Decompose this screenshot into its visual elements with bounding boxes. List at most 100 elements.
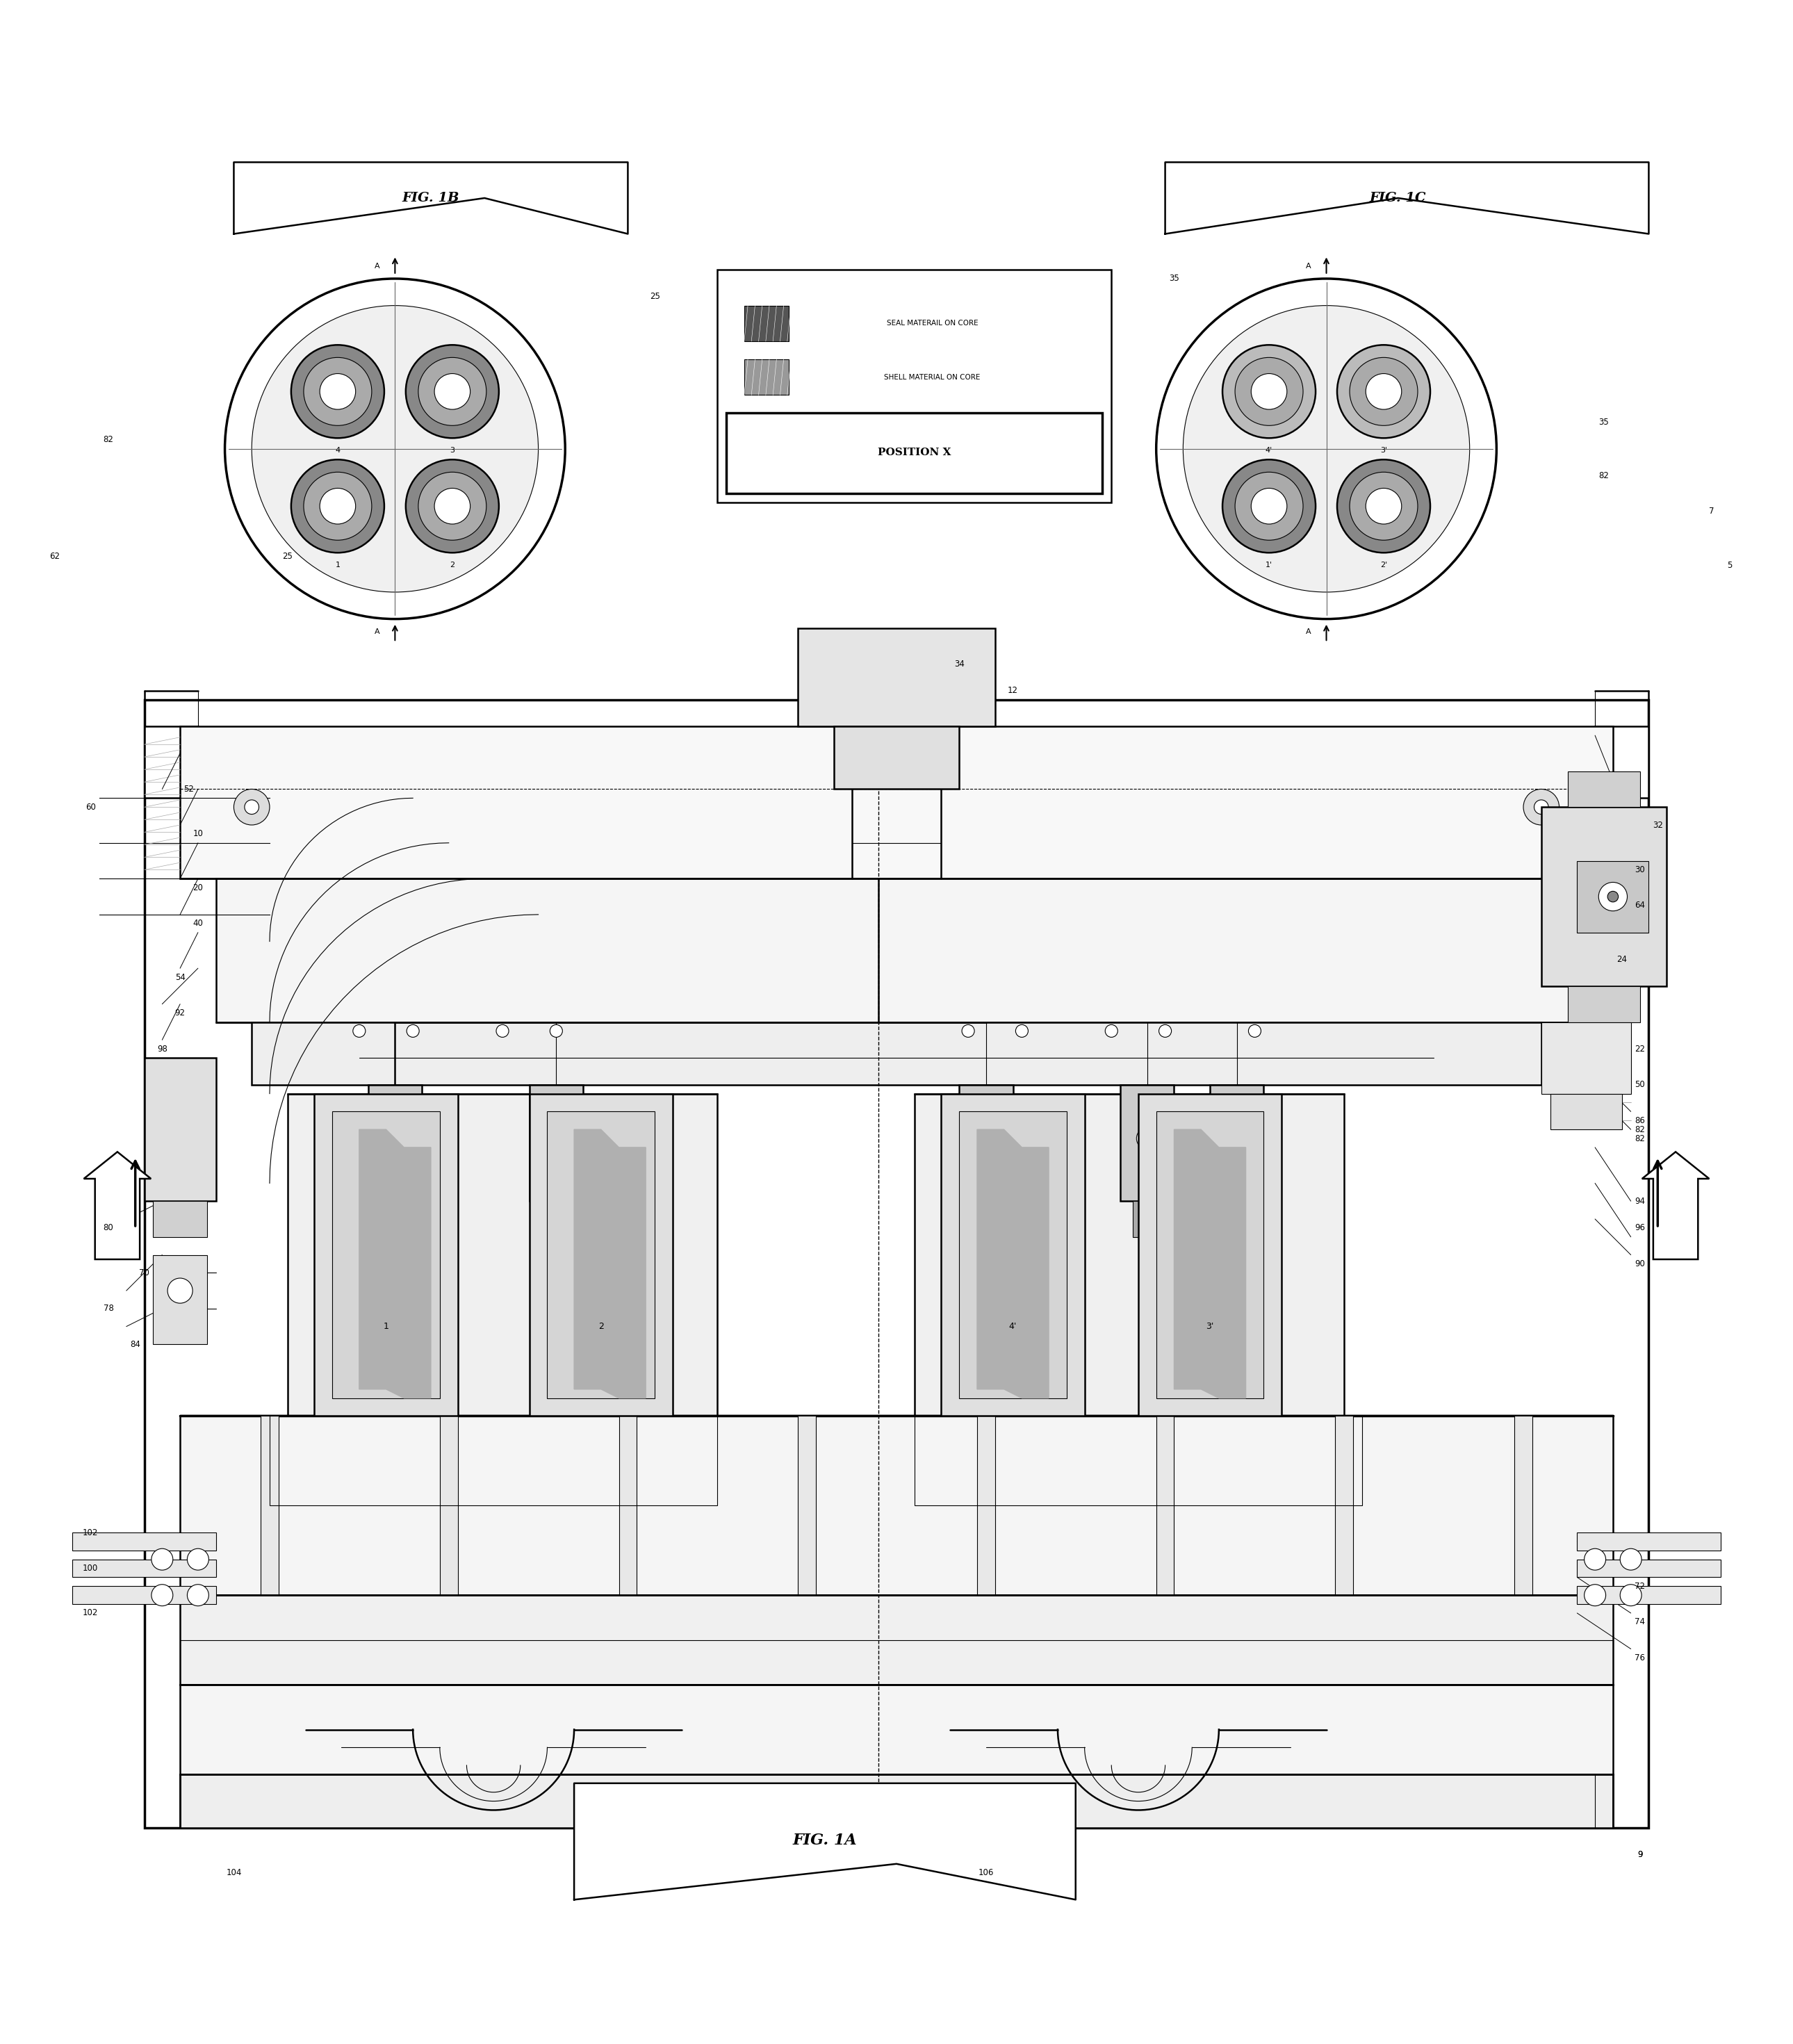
- Text: 32: 32: [1653, 820, 1662, 830]
- Text: A: A: [1305, 262, 1311, 270]
- Bar: [179, 1774, 1614, 1827]
- Bar: [368, 1085, 421, 1202]
- Text: 40: 40: [194, 920, 203, 928]
- Text: 64: 64: [1635, 901, 1644, 910]
- Text: FIG. 1A: FIG. 1A: [793, 1833, 857, 1848]
- Circle shape: [1235, 472, 1304, 540]
- Polygon shape: [977, 1130, 1049, 1398]
- Bar: [744, 360, 789, 394]
- Bar: [541, 1202, 570, 1237]
- Text: 100: 100: [82, 1564, 99, 1572]
- Text: 106: 106: [979, 1868, 993, 1876]
- Bar: [143, 726, 197, 797]
- Bar: [179, 1684, 1614, 1774]
- Text: 3: 3: [450, 448, 455, 454]
- Bar: [1515, 1416, 1533, 1594]
- Text: 1: 1: [384, 1322, 389, 1331]
- Text: 10: 10: [194, 830, 203, 838]
- Bar: [1139, 1094, 1282, 1416]
- Text: 72: 72: [1635, 1582, 1644, 1590]
- Text: 25: 25: [649, 292, 660, 300]
- Bar: [72, 1560, 215, 1578]
- Bar: [143, 699, 1650, 1827]
- Text: 94: 94: [1635, 1196, 1644, 1206]
- Polygon shape: [359, 1130, 430, 1398]
- Circle shape: [1139, 1094, 1156, 1112]
- Circle shape: [497, 1024, 509, 1036]
- Text: FIG. 1C: FIG. 1C: [1370, 192, 1425, 204]
- Bar: [72, 1533, 215, 1551]
- Bar: [251, 1022, 1542, 1085]
- Text: 50: 50: [1635, 1079, 1644, 1089]
- Bar: [959, 1112, 1067, 1398]
- Circle shape: [545, 1128, 567, 1149]
- Circle shape: [1183, 305, 1470, 593]
- Bar: [1569, 771, 1641, 807]
- Text: 5: 5: [1727, 560, 1732, 570]
- Circle shape: [151, 1584, 172, 1607]
- Circle shape: [405, 460, 498, 552]
- Circle shape: [547, 1094, 565, 1112]
- Bar: [287, 1094, 717, 1416]
- Bar: [959, 1085, 1013, 1202]
- Text: 74: 74: [1635, 1617, 1644, 1627]
- Circle shape: [1366, 489, 1402, 523]
- Text: FIG. 1B: FIG. 1B: [402, 192, 459, 204]
- Text: A: A: [375, 628, 380, 636]
- Circle shape: [233, 789, 269, 826]
- Bar: [1156, 1416, 1174, 1594]
- Bar: [1121, 1085, 1174, 1202]
- Bar: [179, 1416, 1614, 1594]
- Bar: [1578, 861, 1650, 932]
- Text: 82: 82: [1635, 1134, 1644, 1143]
- Bar: [269, 1416, 717, 1506]
- Bar: [529, 1085, 583, 1202]
- Circle shape: [1226, 1128, 1248, 1149]
- Circle shape: [1366, 374, 1402, 409]
- Circle shape: [407, 1024, 420, 1036]
- Text: 90: 90: [1635, 1259, 1644, 1269]
- Bar: [1569, 985, 1641, 1022]
- Circle shape: [1223, 460, 1316, 552]
- Bar: [529, 1094, 672, 1416]
- Circle shape: [1524, 789, 1560, 826]
- FancyArrow shape: [84, 1153, 151, 1259]
- Bar: [260, 1416, 278, 1594]
- Polygon shape: [574, 1130, 645, 1398]
- Bar: [1542, 1022, 1632, 1094]
- Bar: [717, 270, 1112, 503]
- Bar: [152, 1255, 206, 1345]
- FancyArrow shape: [1642, 1153, 1709, 1259]
- Circle shape: [303, 358, 371, 425]
- Text: 35: 35: [1599, 417, 1608, 427]
- Text: 102: 102: [82, 1529, 99, 1537]
- Circle shape: [290, 345, 384, 437]
- Circle shape: [290, 460, 384, 552]
- Bar: [726, 413, 1103, 493]
- Circle shape: [977, 1094, 995, 1112]
- Circle shape: [1535, 799, 1549, 814]
- Bar: [619, 1416, 637, 1594]
- Circle shape: [244, 799, 258, 814]
- Bar: [1336, 1416, 1354, 1594]
- Text: 80: 80: [104, 1224, 113, 1233]
- Text: 78: 78: [104, 1304, 113, 1312]
- Circle shape: [186, 1549, 208, 1570]
- Circle shape: [1015, 1024, 1027, 1036]
- Text: 1: 1: [335, 562, 341, 568]
- Text: 4': 4': [1266, 448, 1273, 454]
- Bar: [1156, 1112, 1264, 1398]
- Text: 2: 2: [450, 562, 455, 568]
- Circle shape: [434, 374, 470, 409]
- Text: 92: 92: [176, 1008, 185, 1018]
- Bar: [977, 1416, 995, 1594]
- Circle shape: [251, 305, 538, 593]
- Circle shape: [1248, 1024, 1260, 1036]
- Bar: [1578, 1560, 1721, 1578]
- Text: 12: 12: [1008, 687, 1018, 695]
- Text: 4: 4: [335, 448, 341, 454]
- Bar: [179, 726, 1614, 879]
- Text: 2: 2: [599, 1322, 604, 1331]
- Bar: [834, 726, 959, 789]
- Circle shape: [1350, 358, 1418, 425]
